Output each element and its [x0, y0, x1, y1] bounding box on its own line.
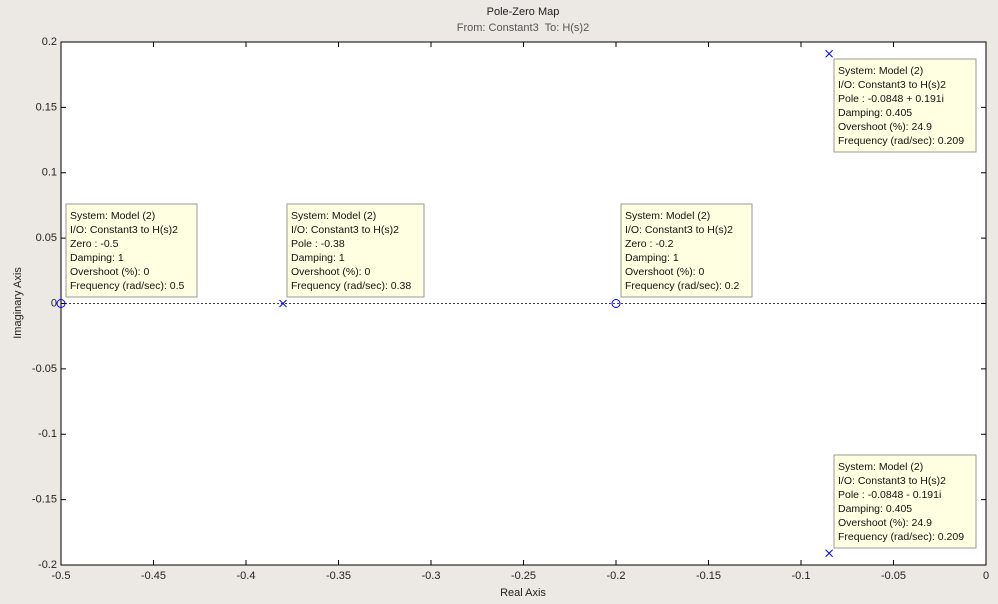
zero-marker: [611, 299, 621, 308]
datatip-line: Overshoot (%): 24.9: [838, 121, 932, 133]
datatip: System: Model (2) I/O: Constant3 to H(s)2…: [620, 203, 753, 298]
x-tick-label: -0.2: [607, 570, 626, 582]
datatip: System: Model (2) I/O: Constant3 to H(s)2…: [286, 203, 425, 298]
datatip-line: System: Model (2): [838, 461, 923, 473]
datatip-box: [620, 203, 753, 298]
datatip-line: Pole : -0.0848 + 0.191i: [838, 93, 944, 105]
plot-area: [60, 41, 987, 566]
x-tick-label: -0.5: [52, 570, 71, 582]
datatip-line: System: Model (2): [70, 210, 155, 222]
pole-marker: [825, 549, 833, 558]
x-tick-label: -0.45: [141, 570, 166, 582]
datatip-line: I/O: Constant3 to H(s)2: [625, 224, 733, 236]
y-tick-label: -0.05: [32, 363, 57, 375]
x-tick-label: -0.4: [237, 570, 256, 582]
chart-subtitle: From: Constant3 To: H(s)2: [457, 22, 589, 34]
datatip-line: System: Model (2): [838, 65, 923, 77]
pole-marker: [279, 299, 287, 308]
datatip: System: Model (2) I/O: Constant3 to H(s)2…: [833, 454, 977, 549]
datatip-line: Damping: 1: [291, 252, 345, 264]
datatip-line: Zero : -0.2: [625, 238, 674, 250]
datatip-box: [833, 454, 977, 549]
y-tick-label: -0.15: [32, 494, 57, 506]
datatip-line: Frequency (rad/sec): 0.209: [838, 531, 964, 543]
y-tick-label: 0.05: [36, 232, 57, 244]
datatip-line: Pole : -0.38: [291, 238, 345, 250]
x-tick-label: -0.3: [422, 570, 441, 582]
y-tick-label: 0.1: [42, 167, 57, 179]
datatip-box: [833, 58, 977, 153]
datatip-line: I/O: Constant3 to H(s)2: [838, 79, 946, 91]
datatip-line: Damping: 1: [625, 252, 679, 264]
datatip-line: System: Model (2): [291, 210, 376, 222]
y-tick-label: 0.15: [36, 101, 57, 113]
datatip-line: Frequency (rad/sec): 0.209: [838, 135, 964, 147]
x-tick-label: -0.25: [511, 570, 536, 582]
y-axis-label: Imaginary Axis: [12, 267, 24, 339]
datatip-line: Frequency (rad/sec): 0.5: [70, 280, 185, 292]
datatip-line: Frequency (rad/sec): 0.38: [291, 280, 411, 292]
datatip-line: I/O: Constant3 to H(s)2: [838, 475, 946, 487]
datatip-line: Overshoot (%): 0: [70, 266, 150, 278]
datatip-line: Overshoot (%): 0: [291, 266, 371, 278]
datatip-line: System: Model (2): [625, 210, 710, 222]
datatip-line: Zero : -0.5: [70, 238, 119, 250]
datatip-line: Damping: 0.405: [838, 503, 912, 515]
pole-marker: [825, 49, 833, 58]
datatip-line: I/O: Constant3 to H(s)2: [291, 224, 399, 236]
datatip-box: [286, 203, 425, 298]
chart-title: Pole-Zero Map: [487, 6, 560, 18]
y-tick-label: -0.1: [38, 428, 57, 440]
x-tick-label: -0.15: [696, 570, 721, 582]
datatip-line: Frequency (rad/sec): 0.2: [625, 280, 740, 292]
datatip-box: [65, 203, 198, 298]
x-tick-label: -0.35: [326, 570, 351, 582]
datatip: System: Model (2) I/O: Constant3 to H(s)2…: [65, 203, 198, 298]
datatip: System: Model (2) I/O: Constant3 to H(s)2…: [833, 58, 977, 153]
datatip-line: Pole : -0.0848 - 0.191i: [838, 489, 941, 501]
y-tick-label: -0.2: [38, 559, 57, 571]
x-tick-label: -0.1: [792, 570, 811, 582]
datatip-line: I/O: Constant3 to H(s)2: [70, 224, 178, 236]
datatip-line: Overshoot (%): 0: [625, 266, 705, 278]
x-tick-label: -0.05: [881, 570, 906, 582]
y-tick-label: 0.2: [42, 36, 57, 48]
zero-marker: [56, 299, 66, 308]
datatip-line: Damping: 0.405: [838, 107, 912, 119]
datatip-line: Overshoot (%): 24.9: [838, 517, 932, 529]
x-tick-label: 0: [983, 570, 989, 582]
x-axis-label: Real Axis: [500, 587, 546, 599]
y-tick-label: 0: [51, 297, 57, 309]
datatip-line: Damping: 1: [70, 252, 124, 264]
